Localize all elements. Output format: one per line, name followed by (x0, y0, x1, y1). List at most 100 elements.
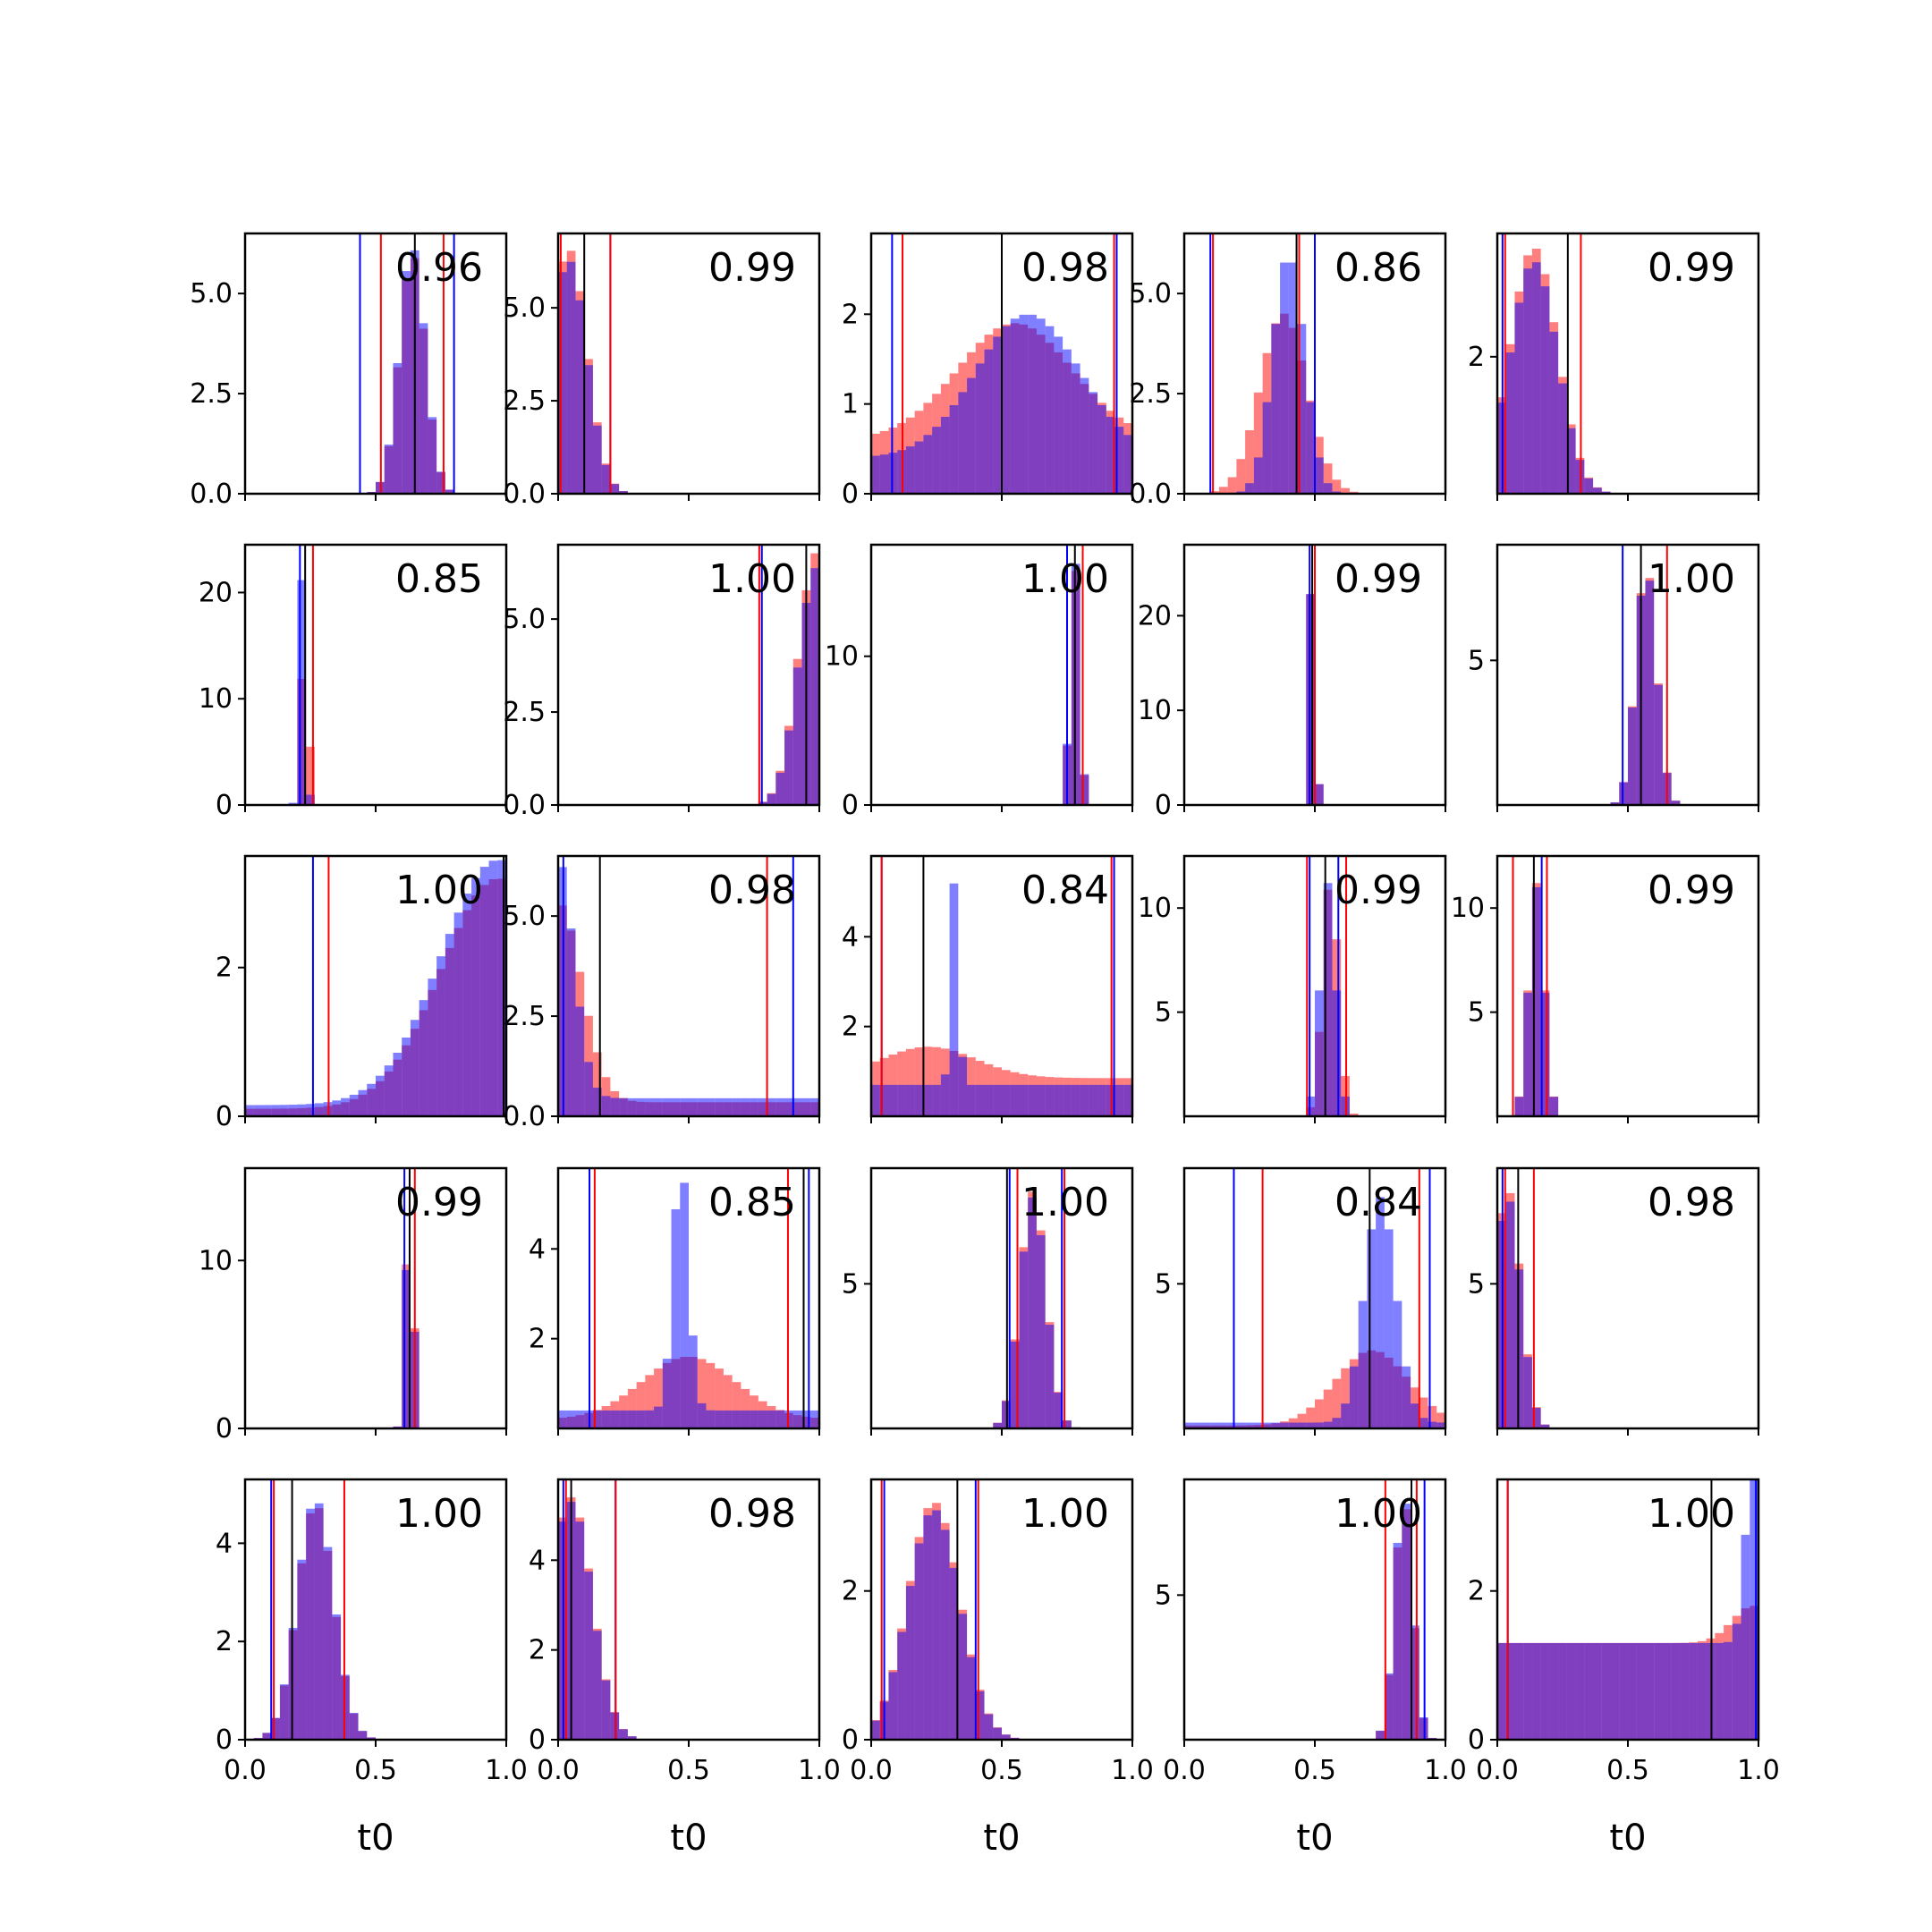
score-label: 1.00 (1648, 1491, 1735, 1537)
y-tick-label: 2.5 (503, 386, 546, 417)
hist-bar-blue (601, 1410, 611, 1428)
hist-bar-blue (810, 1097, 819, 1116)
hist-bar-blue (1315, 990, 1324, 1116)
hist-bar-blue (575, 1521, 585, 1740)
hist-bar-blue (384, 1065, 394, 1116)
hist-bar-blue (306, 794, 315, 805)
subplot-22: 0 2 4 0.0 0.5 1.0 0.98 (529, 1478, 841, 1786)
hist-bar-blue (610, 1097, 620, 1116)
hist-bar-blue (949, 883, 959, 1116)
hist-bar-blue (1245, 1422, 1254, 1428)
hist-bar-blue (958, 1056, 968, 1116)
subplot-3: 0 1 2 0.98 (842, 232, 1134, 510)
hist-bar-blue (262, 1733, 272, 1740)
histogram-blue-4 (1236, 262, 1342, 494)
hist-bar-blue (349, 1713, 359, 1740)
hist-bar-blue (323, 1546, 333, 1740)
hist-bar-blue (1619, 1642, 1628, 1740)
hist-bar-blue (497, 860, 506, 1116)
hist-bar-blue (1402, 1504, 1411, 1740)
histogram-blue-11 (245, 860, 506, 1116)
hist-bar-blue (871, 1084, 880, 1116)
hist-bar-blue (575, 300, 585, 494)
hist-bar-blue (1002, 1084, 1011, 1116)
y-tick-label: 1 (842, 389, 859, 420)
y-tick-label: 20 (199, 577, 233, 608)
hist-bar-red (1227, 477, 1237, 494)
subplot-19: 50.84 (1155, 1166, 1447, 1436)
score-label: 1.00 (1021, 1180, 1109, 1225)
hist-bar-blue (1393, 1301, 1402, 1428)
score-label: 0.98 (708, 1491, 796, 1537)
xlabel-col-1: t0 (357, 1818, 394, 1859)
hist-bar-red (723, 1375, 733, 1428)
y-tick-label: 0.0 (503, 790, 546, 821)
hist-bar-blue (741, 1097, 750, 1116)
y-tick-label: 0 (529, 1724, 546, 1756)
hist-bar-blue (905, 1586, 915, 1740)
hist-bar-blue (767, 1410, 776, 1428)
hist-bar-blue (1262, 402, 1272, 494)
hist-bar-blue (306, 1104, 315, 1116)
hist-bar-blue (297, 1559, 307, 1740)
y-tick-label: 0 (1155, 790, 1172, 821)
hist-bar-blue (871, 455, 880, 494)
hist-bar-blue (671, 1208, 681, 1428)
hist-bar-red (1210, 491, 1219, 494)
hist-bar-red (897, 1051, 906, 1116)
hist-bar-blue (566, 1410, 576, 1428)
hist-bar-blue (1288, 262, 1298, 494)
hist-bar-blue (1010, 1084, 1020, 1116)
subplot-25: 0 2 0.0 0.5 1.0 1.00 (1468, 1478, 1780, 1786)
hist-bar-blue (271, 1717, 280, 1740)
hist-bar-blue (1236, 1422, 1246, 1428)
hist-bar-blue (1028, 1197, 1037, 1428)
hist-bar-blue (1367, 1229, 1377, 1428)
hist-bar-blue (592, 1631, 602, 1740)
hist-bar-blue (923, 1515, 933, 1740)
histogram-blue-10 (1610, 580, 1681, 805)
x-tick-label: 0.5 (1293, 1755, 1336, 1786)
hist-bar-blue (750, 1410, 758, 1428)
hist-bar-blue (245, 1105, 254, 1116)
hist-bar-red (1245, 430, 1254, 494)
y-tick-label: 2 (529, 1635, 546, 1666)
y-tick-label: 5 (1468, 1268, 1485, 1300)
hist-bar-blue (1428, 1421, 1437, 1428)
y-tick-label: 5 (1468, 997, 1485, 1029)
hist-bar-blue (1419, 1418, 1428, 1428)
hist-bar-blue (1593, 1642, 1602, 1740)
hist-bar-blue (975, 1084, 985, 1116)
subplot-12: 0.0 2.5 5.0 0.98 (503, 854, 821, 1132)
hist-bar-blue (627, 1410, 637, 1428)
hist-bar-blue (741, 1410, 750, 1428)
y-tick-label: 2 (216, 953, 233, 984)
x-tick-label: 0.0 (850, 1755, 893, 1786)
hist-bar-blue (1349, 1366, 1359, 1428)
subplot-4: 0.0 2.5 5.0 0.86 (1129, 232, 1447, 510)
y-tick-label: 0.0 (503, 1101, 546, 1132)
hist-bar-red (1297, 1413, 1307, 1428)
hist-bar-blue (1054, 1084, 1063, 1116)
hist-bar-blue (592, 1088, 602, 1116)
y-tick-label: 5 (1468, 645, 1485, 676)
hist-bar-blue (332, 1614, 342, 1740)
hist-bar-blue (923, 1084, 933, 1116)
hist-bar-blue (1297, 1422, 1307, 1428)
hist-bar-blue (792, 667, 802, 805)
hist-bar-blue (1411, 1403, 1419, 1428)
hist-bar-blue (723, 1410, 733, 1428)
histogram-blue-7 (758, 568, 819, 805)
score-label: 0.99 (1335, 556, 1422, 602)
subplot-13: 240.84 (842, 854, 1134, 1123)
hist-bar-blue (1741, 1534, 1750, 1740)
hist-bar-blue (358, 1089, 368, 1116)
hist-bar-red (1428, 1405, 1437, 1428)
hist-bar-blue (584, 1572, 593, 1740)
hist-bar-blue (1549, 331, 1559, 494)
y-tick-label: 20 (1138, 600, 1172, 631)
y-tick-label: 5 (1155, 1580, 1172, 1611)
hist-bar-blue (1376, 1730, 1385, 1740)
score-label: 1.00 (708, 556, 796, 602)
hist-bar-blue (636, 1410, 646, 1428)
